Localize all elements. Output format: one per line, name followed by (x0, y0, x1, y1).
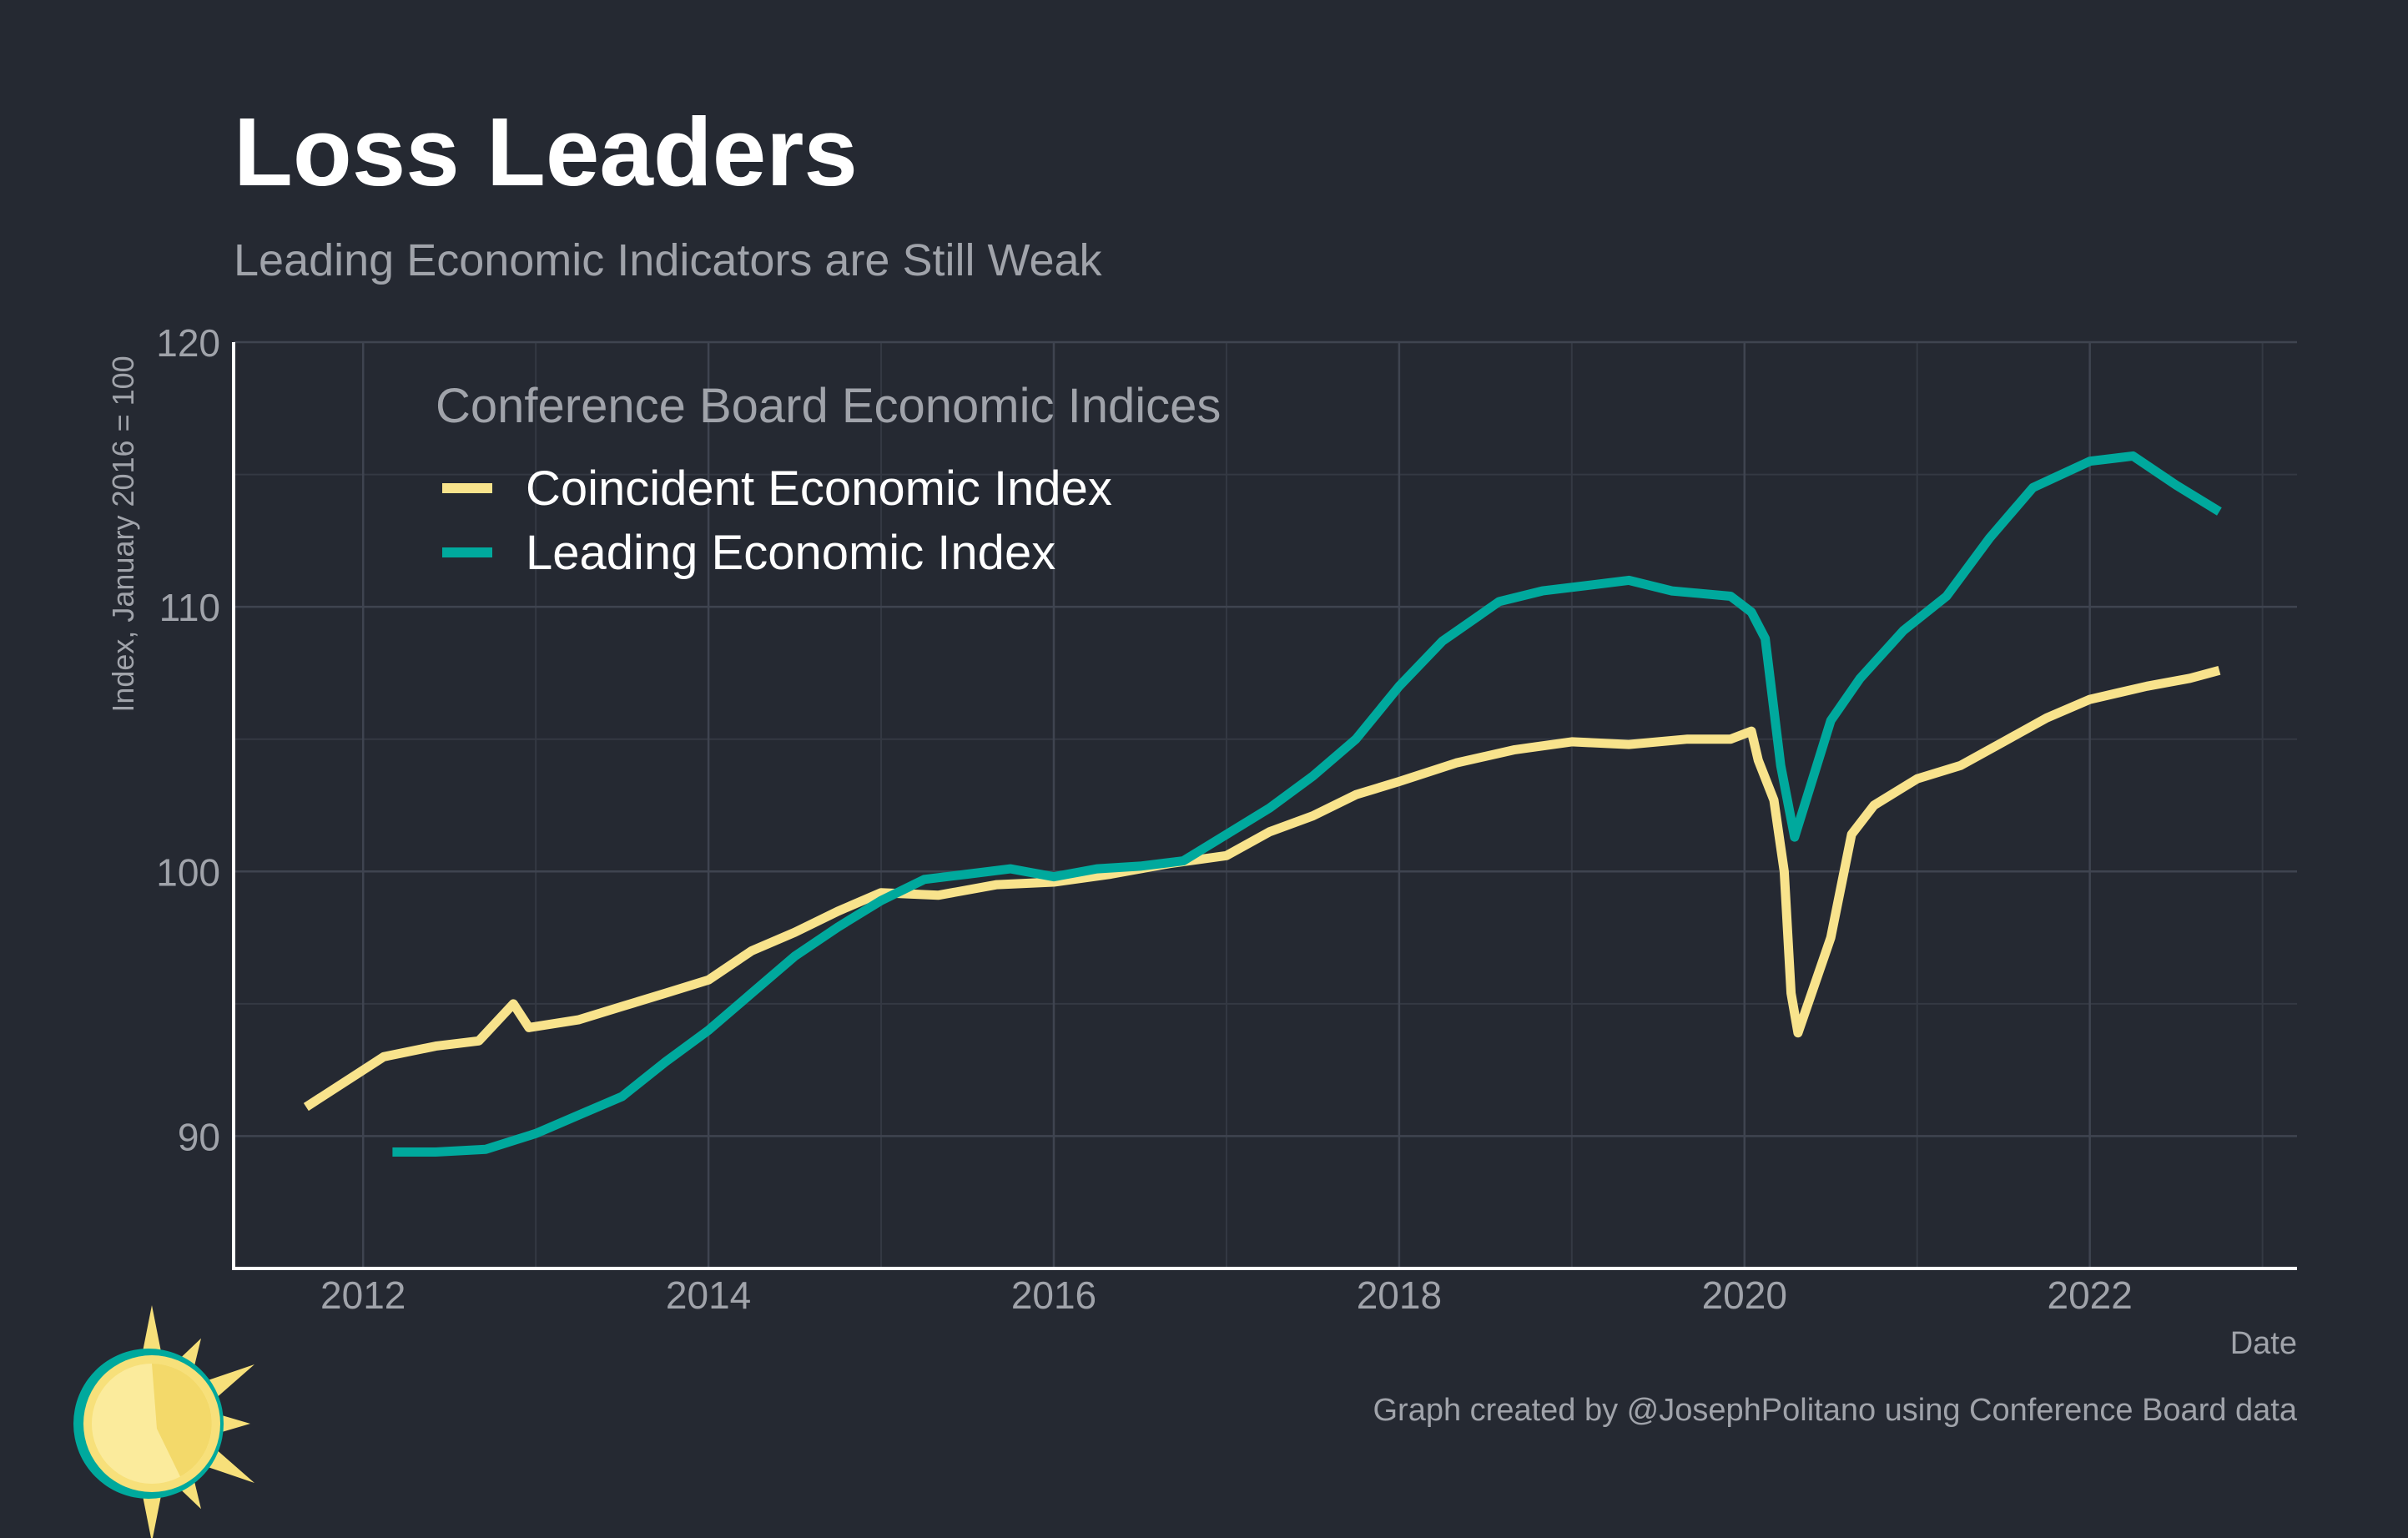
series-lines (303, 451, 2222, 1157)
y-tick-label: 90 (178, 1115, 220, 1158)
chart-subtitle: Leading Economic Indicators are Still We… (234, 235, 1103, 285)
series-line-coincident (303, 665, 2221, 1112)
legend-label: Coincident Economic Index (526, 461, 1112, 516)
x-axis-label: Date (2230, 1326, 2297, 1361)
legend-label: Leading Economic Index (526, 526, 1055, 580)
y-tick-label: 120 (156, 321, 220, 365)
x-tick-label: 2018 (1357, 1273, 1442, 1317)
y-tick-label: 110 (159, 586, 220, 629)
x-tick-label: 2022 (2047, 1273, 2132, 1317)
sun-logo-icon (73, 1305, 254, 1538)
x-tick-label: 2014 (666, 1273, 751, 1317)
series-line-leading (392, 451, 2222, 1157)
legend-title: Conference Board Economic Indices (436, 379, 1221, 433)
y-axis-label: Index, January 2016 = 100 (106, 356, 140, 712)
legend: Conference Board Economic Indices Coinci… (436, 379, 1221, 580)
y-tick-labels: 90 100 110 120 (156, 321, 220, 1158)
x-tick-label: 2016 (1011, 1273, 1096, 1317)
grid-major-lines (234, 340, 2297, 1268)
x-tick-label: 2020 (1702, 1273, 1787, 1317)
x-tick-label: 2012 (320, 1273, 406, 1317)
logo-sun-shade (152, 1364, 212, 1477)
x-tick-labels: 2012 2014 2016 2018 2020 2022 (320, 1273, 2133, 1317)
caption: Graph created by @JosephPolitano using C… (1373, 1393, 2298, 1428)
y-tick-label: 100 (156, 850, 220, 894)
chart-title: Loss Leaders (234, 98, 858, 206)
